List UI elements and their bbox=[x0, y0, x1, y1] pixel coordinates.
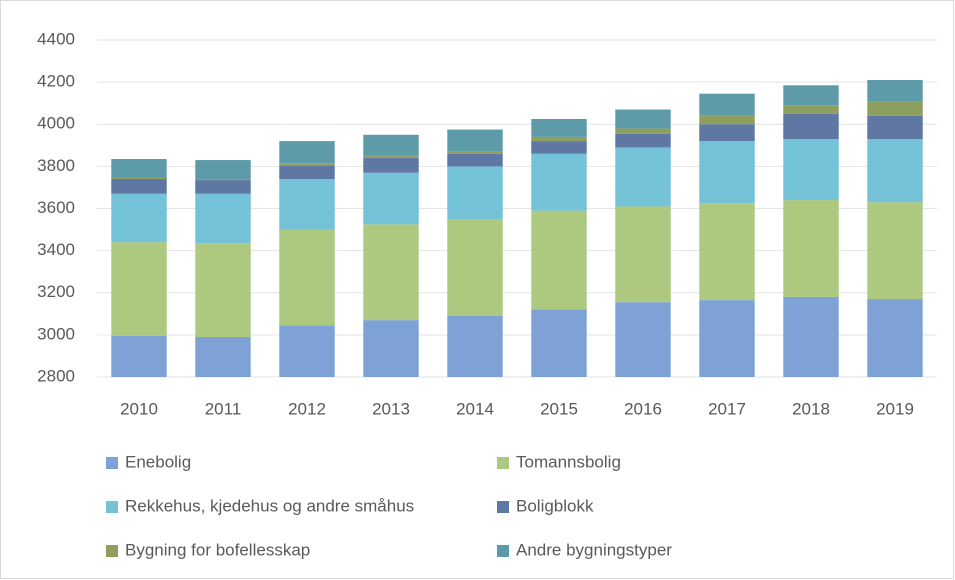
bar-segment bbox=[447, 153, 503, 167]
y-tick-label: 4200 bbox=[37, 72, 75, 91]
bar-segment bbox=[531, 153, 587, 211]
bar-segment bbox=[195, 160, 251, 180]
bar-segment bbox=[447, 166, 503, 220]
legend-label: Tomannsbolig bbox=[516, 452, 621, 471]
bar-segment bbox=[699, 115, 755, 125]
bar-segment bbox=[699, 203, 755, 301]
bar-segment bbox=[279, 229, 335, 326]
bar-segment bbox=[111, 159, 167, 178]
bar-segment bbox=[111, 179, 167, 194]
bar-segment bbox=[783, 105, 839, 114]
y-tick-label: 3200 bbox=[37, 282, 75, 301]
bar-segment bbox=[363, 134, 419, 156]
bar-segment bbox=[363, 320, 419, 377]
y-tick-label: 3000 bbox=[37, 324, 75, 343]
legend-swatch bbox=[106, 457, 118, 469]
bar-segment bbox=[279, 165, 335, 180]
legend-swatch bbox=[497, 545, 509, 557]
bar-segment bbox=[699, 124, 755, 142]
x-tick-label: 2010 bbox=[120, 399, 158, 418]
legend-label: Rekkehus, kjedehus og andre småhus bbox=[125, 496, 414, 515]
bar-segment bbox=[783, 296, 839, 377]
bar-segment bbox=[531, 118, 587, 137]
bar-segment bbox=[867, 138, 923, 203]
bar-segment bbox=[195, 180, 251, 194]
legend-label: Bygning for bofellesskap bbox=[125, 540, 310, 559]
y-tick-label: 4400 bbox=[37, 29, 75, 48]
bar-segment bbox=[867, 101, 923, 116]
bar-segment bbox=[447, 315, 503, 377]
y-tick-label: 4000 bbox=[37, 114, 75, 133]
x-tick-label: 2011 bbox=[205, 399, 242, 418]
bar-segment bbox=[447, 129, 503, 152]
bar-segment bbox=[531, 210, 587, 310]
bar-segment bbox=[783, 138, 839, 201]
y-tick-label: 3400 bbox=[37, 240, 75, 259]
bar-segment bbox=[615, 206, 671, 303]
bar-segment bbox=[363, 172, 419, 225]
bar-segment bbox=[531, 141, 587, 154]
bar-segment bbox=[531, 136, 587, 142]
legend-swatch bbox=[106, 501, 118, 513]
bar-segment bbox=[111, 193, 167, 243]
bar-segment bbox=[447, 219, 503, 316]
x-tick-label: 2012 bbox=[288, 399, 326, 418]
bar-segment bbox=[867, 115, 923, 139]
legend-swatch bbox=[106, 545, 118, 557]
bar-segment bbox=[195, 193, 251, 244]
legend-swatch bbox=[497, 457, 509, 469]
bar-segment bbox=[363, 157, 419, 173]
bar-segment bbox=[867, 299, 923, 377]
bar-segment bbox=[363, 155, 419, 158]
bar-segment bbox=[111, 242, 167, 336]
bar-segment bbox=[111, 335, 167, 377]
bar-segment bbox=[195, 243, 251, 337]
x-tick-label: 2018 bbox=[792, 399, 830, 418]
bar-segment bbox=[615, 128, 671, 134]
bar-segment bbox=[699, 300, 755, 377]
bar-segment bbox=[279, 325, 335, 377]
y-tick-label: 2800 bbox=[37, 366, 75, 385]
x-tick-label: 2014 bbox=[456, 399, 494, 418]
legend-label: Andre bygningstyper bbox=[516, 540, 672, 559]
x-tick-label: 2015 bbox=[540, 399, 578, 418]
bar-segment bbox=[615, 302, 671, 377]
bar-segment bbox=[783, 200, 839, 297]
bar-segment bbox=[279, 163, 335, 166]
bar-segment bbox=[447, 151, 503, 154]
bar-segment bbox=[363, 224, 419, 321]
legend-label: Boligblokk bbox=[516, 496, 594, 515]
bar-segment bbox=[867, 80, 923, 102]
bar-segment bbox=[699, 141, 755, 204]
bar-segment bbox=[195, 336, 251, 377]
bar-segment bbox=[615, 109, 671, 129]
x-tick-label: 2017 bbox=[708, 399, 746, 418]
bar-segment bbox=[195, 179, 251, 181]
bar-segment bbox=[867, 202, 923, 300]
y-tick-label: 3600 bbox=[37, 198, 75, 217]
bar-segment bbox=[279, 179, 335, 230]
bar-segment bbox=[615, 133, 671, 148]
bar-segment bbox=[783, 113, 839, 139]
x-tick-label: 2019 bbox=[876, 399, 914, 418]
bar-segment bbox=[531, 309, 587, 377]
x-tick-label: 2016 bbox=[624, 399, 662, 418]
legend-label: Enebolig bbox=[125, 452, 191, 471]
bar-segment bbox=[615, 147, 671, 207]
bar-segment bbox=[783, 85, 839, 106]
x-tick-label: 2013 bbox=[372, 399, 410, 418]
bar-segment bbox=[111, 177, 167, 180]
legend-swatch bbox=[497, 501, 509, 513]
bar-segment bbox=[279, 141, 335, 164]
y-tick-label: 3800 bbox=[37, 156, 75, 175]
bar-segment bbox=[699, 93, 755, 116]
